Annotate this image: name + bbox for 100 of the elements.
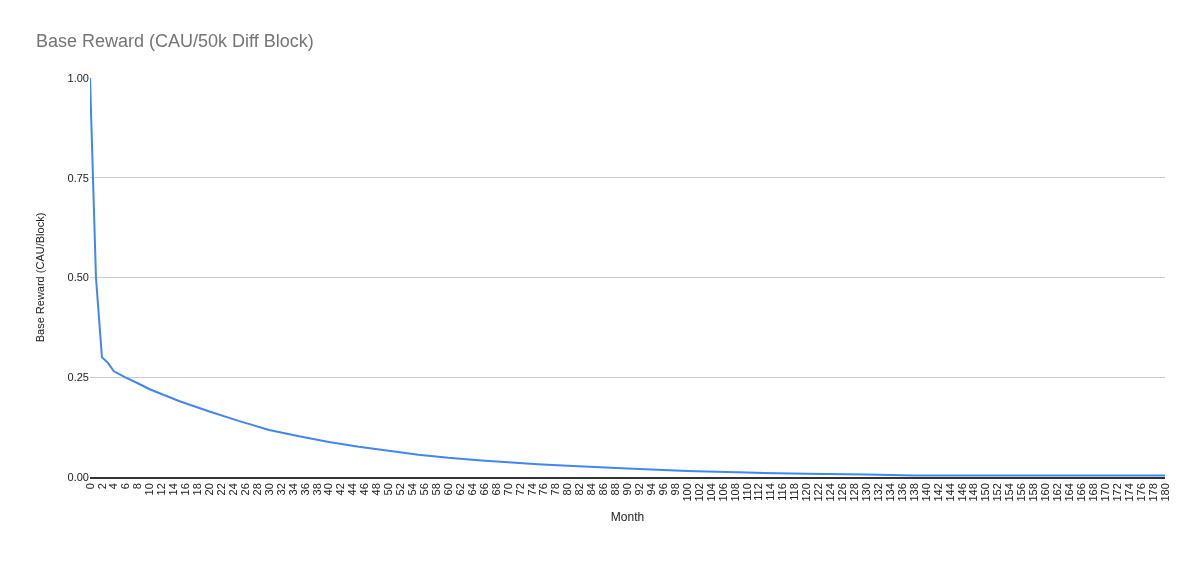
x-tick-label: 30 xyxy=(262,483,275,496)
x-tick-label: 86 xyxy=(597,483,610,496)
x-tick-label: 128 xyxy=(848,483,861,502)
x-tick-label: 4 xyxy=(107,483,120,490)
x-tick-label: 26 xyxy=(238,483,251,496)
x-tick-label: 78 xyxy=(549,483,562,496)
x-tick-label: 36 xyxy=(298,483,311,496)
x-tick-label: 20 xyxy=(203,483,216,496)
x-tick-label: 172 xyxy=(1110,483,1123,502)
x-tick-label: 24 xyxy=(226,483,239,496)
x-tick-label: 180 xyxy=(1158,483,1171,502)
y-tick-label: 0.25 xyxy=(67,371,89,384)
x-tick-label: 88 xyxy=(609,483,622,496)
x-tick-label: 80 xyxy=(561,483,574,496)
x-tick-label: 136 xyxy=(895,483,908,502)
x-tick-label: 132 xyxy=(871,483,884,502)
x-tick-label: 106 xyxy=(716,483,729,502)
x-tick-label: 38 xyxy=(310,483,323,496)
x-tick-label: 76 xyxy=(537,483,550,496)
x-tick-label: 134 xyxy=(883,483,896,502)
x-tick-label: 108 xyxy=(728,483,741,502)
x-tick-label: 170 xyxy=(1098,483,1111,502)
x-tick-label: 112 xyxy=(752,483,765,501)
x-tick-label: 44 xyxy=(346,483,359,496)
x-tick-label: 82 xyxy=(573,483,586,496)
x-tick-label: 16 xyxy=(179,483,192,496)
x-tick-label: 140 xyxy=(919,483,932,502)
x-tick-label: 58 xyxy=(429,483,442,496)
x-tick-label: 110 xyxy=(740,483,753,501)
x-tick-label: 70 xyxy=(501,483,514,496)
x-tick-label: 156 xyxy=(1015,483,1028,502)
x-tick-label: 130 xyxy=(859,483,872,502)
x-tick-label: 6 xyxy=(119,483,132,490)
y-tick-label: 1.00 xyxy=(67,71,89,84)
line-series xyxy=(90,78,1165,477)
x-tick-label: 84 xyxy=(585,483,598,496)
chart-title: Base Reward (CAU/50k Diff Block) xyxy=(36,30,314,51)
x-tick-label: 100 xyxy=(680,483,693,502)
x-tick-label: 144 xyxy=(943,483,956,502)
x-tick-label: 162 xyxy=(1051,483,1064,502)
x-tick-label: 96 xyxy=(656,483,669,496)
x-axis-title: Month xyxy=(610,509,645,524)
x-tick-label: 164 xyxy=(1063,483,1076,502)
x-tick-label: 54 xyxy=(406,483,419,496)
y-axis-title: Base Reward (CAU/Block) xyxy=(34,212,47,343)
x-tick-label: 158 xyxy=(1027,483,1040,502)
x-tick-label: 150 xyxy=(979,483,992,502)
x-tick-label: 48 xyxy=(370,483,383,496)
y-tick-label: 0.75 xyxy=(67,171,89,184)
x-tick-label: 32 xyxy=(274,483,287,496)
x-tick-label: 152 xyxy=(991,483,1004,502)
x-tick-label: 178 xyxy=(1146,483,1159,502)
x-tick-label: 0 xyxy=(83,483,96,490)
x-tick-label: 2 xyxy=(95,483,108,490)
x-tick-label: 46 xyxy=(358,483,371,496)
x-tick-label: 104 xyxy=(704,483,717,502)
x-tick-label: 42 xyxy=(334,483,347,496)
x-tick-label: 174 xyxy=(1122,483,1135,502)
x-tick-label: 62 xyxy=(453,483,466,496)
x-tick-label: 154 xyxy=(1003,483,1016,502)
x-tick-label: 166 xyxy=(1074,483,1087,502)
x-tick-label: 60 xyxy=(441,483,454,496)
x-tick-label: 72 xyxy=(513,483,526,496)
x-tick-label: 14 xyxy=(167,483,180,496)
x-tick-label: 98 xyxy=(668,483,681,496)
x-tick-label: 122 xyxy=(812,483,825,502)
x-tick-label: 92 xyxy=(633,483,646,496)
x-tick-label: 8 xyxy=(131,483,144,490)
x-tick-label: 146 xyxy=(955,483,968,502)
x-tick-label: 90 xyxy=(621,483,634,496)
x-tick-label: 56 xyxy=(418,483,431,496)
x-tick-label: 18 xyxy=(191,483,204,496)
x-tick-label: 52 xyxy=(394,483,407,496)
x-tick-label: 50 xyxy=(382,483,395,496)
x-tick-label: 34 xyxy=(286,483,299,496)
x-tick-label: 28 xyxy=(250,483,263,496)
y-tick-label: 0.50 xyxy=(67,271,89,284)
x-tick-label: 116 xyxy=(776,483,789,501)
x-tick-label: 66 xyxy=(477,483,490,496)
x-tick-label: 138 xyxy=(907,483,920,502)
x-tick-label: 160 xyxy=(1039,483,1052,502)
x-tick-label: 94 xyxy=(644,483,657,496)
x-tick-label: 68 xyxy=(489,483,502,496)
x-tick-label: 142 xyxy=(931,483,944,502)
y-tick-label: 0.00 xyxy=(67,470,89,483)
x-tick-label: 124 xyxy=(824,483,837,502)
x-tick-label: 10 xyxy=(143,483,156,496)
x-tick-label: 12 xyxy=(155,483,168,496)
x-tick-label: 176 xyxy=(1134,483,1147,502)
x-tick-label: 74 xyxy=(525,483,538,496)
x-tick-label: 40 xyxy=(322,483,335,496)
x-tick-label: 168 xyxy=(1086,483,1099,502)
x-tick-label: 64 xyxy=(465,483,478,496)
x-tick-label: 118 xyxy=(788,483,801,501)
x-tick-label: 114 xyxy=(764,483,777,501)
x-tick-label: 148 xyxy=(967,483,980,502)
x-tick-label: 102 xyxy=(692,483,705,502)
x-tick-label: 120 xyxy=(800,483,813,502)
x-tick-label: 22 xyxy=(214,483,227,496)
x-tick-label: 126 xyxy=(836,483,849,502)
